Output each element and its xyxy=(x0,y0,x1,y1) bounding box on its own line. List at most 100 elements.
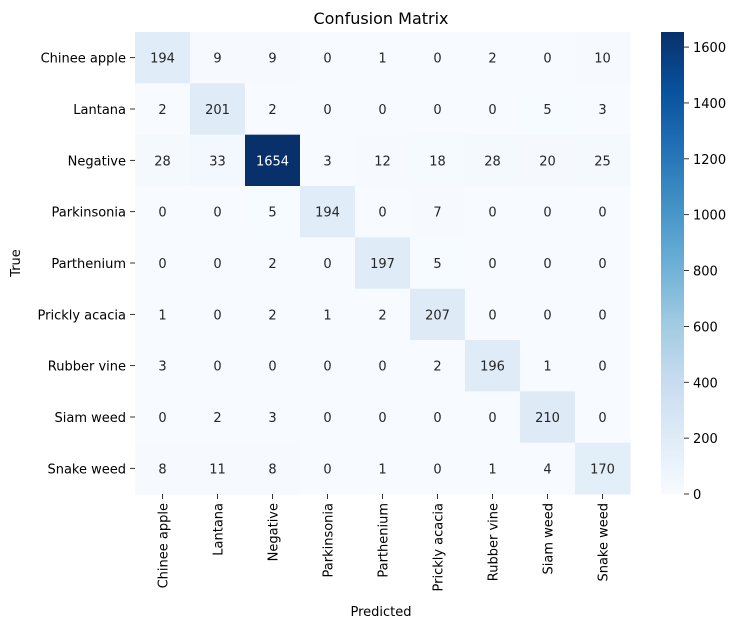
y-tick-label: Parthenium xyxy=(51,257,126,272)
cell-value-label: 0 xyxy=(323,360,331,375)
x-tick-label: Chinee apple xyxy=(157,503,172,588)
cell-value-label: 0 xyxy=(323,257,331,272)
cell-value-label: 0 xyxy=(378,103,386,118)
cell-value-label: 9 xyxy=(213,52,221,67)
cell-value-label: 3 xyxy=(268,411,276,426)
cell-value-label: 10 xyxy=(594,52,611,67)
cell-value-label: 25 xyxy=(594,154,611,169)
cell-value-label: 5 xyxy=(543,103,551,118)
cell-value-label: 2 xyxy=(433,360,441,375)
cell-value-label: 2 xyxy=(268,103,276,118)
heatmap-cell xyxy=(575,288,631,341)
heatmap-cell xyxy=(355,83,411,136)
cell-value-label: 20 xyxy=(539,154,556,169)
heatmap-cell xyxy=(300,237,356,290)
cell-value-label: 1 xyxy=(378,462,386,477)
heatmap-cell xyxy=(190,442,246,495)
cell-value-label: 0 xyxy=(488,411,496,426)
heatmap-cells: 194 9 9 0 1 0 2 0 102 201 2 0 0 0 0 5 328 33 1654 3 12 18 28 20… xyxy=(135,32,631,495)
heatmap-cell xyxy=(300,134,356,187)
cell-value-label: 0 xyxy=(598,360,606,375)
heatmap-cell xyxy=(520,288,576,341)
colorbar-tick-label: 200 xyxy=(693,432,718,447)
cell-value-label: 0 xyxy=(488,257,496,272)
heatmap-cell xyxy=(520,442,576,495)
cell-value-label: 1 xyxy=(158,308,166,323)
cell-value-label: 1 xyxy=(543,360,551,375)
heatmap-cell xyxy=(410,32,466,84)
heatmap-cell xyxy=(135,340,191,392)
heatmap-cell xyxy=(465,391,521,444)
cell-value-label: 3 xyxy=(598,103,606,118)
heatmap-cell xyxy=(300,83,356,136)
cell-value-label: 0 xyxy=(543,206,551,221)
colorbar-tick-label: 1600 xyxy=(693,41,726,56)
heatmap-cell xyxy=(300,391,356,444)
heatmap-cell xyxy=(355,391,411,444)
cell-value-label: 11 xyxy=(209,462,226,477)
heatmap-cell xyxy=(355,134,411,187)
cell-value-label: 2 xyxy=(378,308,386,323)
cell-value-label: 0 xyxy=(158,411,166,426)
heatmap-cell xyxy=(520,391,576,444)
heatmap-cell xyxy=(465,186,521,238)
cell-value-label: 0 xyxy=(378,360,386,375)
y-tick-label: Prickly acacia xyxy=(38,308,127,323)
heatmap-cell xyxy=(190,288,246,341)
x-tick-label: Siam weed xyxy=(542,503,557,575)
cell-value-label: 2 xyxy=(268,257,276,272)
cell-value-label: 0 xyxy=(213,360,221,375)
heatmap-cell xyxy=(190,237,246,290)
cell-value-label: 3 xyxy=(323,154,331,169)
cell-value-label: 0 xyxy=(433,52,441,67)
cell-value-label: 194 xyxy=(315,206,340,221)
y-axis-ticks: Chinee apple Lantana Negative Parkinsonia Pa… xyxy=(38,52,135,477)
cell-value-label: 12 xyxy=(374,154,391,169)
x-axis-label: Predicted xyxy=(350,605,411,620)
cell-value-label: 8 xyxy=(158,462,166,477)
colorbar-tick-label: 1000 xyxy=(693,209,726,224)
cell-value-label: 0 xyxy=(598,308,606,323)
cell-value-label: 210 xyxy=(535,411,560,426)
x-tick-label: Prickly acacia xyxy=(432,503,447,592)
cell-value-label: 201 xyxy=(205,103,230,118)
heatmap-cell xyxy=(245,186,301,238)
heatmap-cell xyxy=(520,83,576,136)
heatmap-cell xyxy=(300,32,356,84)
cell-value-label: 0 xyxy=(543,52,551,67)
cell-value-label: 1 xyxy=(378,52,386,67)
cell-value-label: 0 xyxy=(213,257,221,272)
cell-value-label: 2 xyxy=(268,308,276,323)
colorbar-tick-label: 1400 xyxy=(693,97,726,112)
cell-value-label: 197 xyxy=(370,257,395,272)
cell-value-label: 0 xyxy=(543,308,551,323)
heatmap-cell xyxy=(190,340,246,392)
heatmap-cell xyxy=(575,442,631,495)
cell-value-label: 0 xyxy=(598,206,606,221)
cell-value-label: 0 xyxy=(433,411,441,426)
heatmap-cell xyxy=(355,442,411,495)
heatmap-cell xyxy=(575,32,631,84)
cell-value-label: 0 xyxy=(323,103,331,118)
x-axis-ticks: Chinee apple Lantana Negative Parkinsonia Pa… xyxy=(157,494,612,592)
cell-value-label: 0 xyxy=(598,411,606,426)
cell-value-label: 7 xyxy=(433,206,441,221)
x-tick-label: Rubber vine xyxy=(487,503,502,581)
colorbar-tick-label: 1200 xyxy=(693,153,726,168)
heatmap-cell xyxy=(575,134,631,187)
heatmap-cell xyxy=(575,391,631,444)
cell-value-label: 9 xyxy=(268,52,276,67)
heatmap-cell xyxy=(135,134,191,187)
heatmap-cell xyxy=(355,237,411,290)
heatmap-cell xyxy=(135,83,191,136)
heatmap-cell xyxy=(190,83,246,136)
cell-value-label: 28 xyxy=(484,154,501,169)
heatmap-cell xyxy=(410,340,466,392)
heatmap-cell xyxy=(465,134,521,187)
heatmap-cell xyxy=(410,391,466,444)
heatmap-cell xyxy=(410,134,466,187)
colorbar-tick-label: 600 xyxy=(693,320,718,335)
cell-value-label: 4 xyxy=(543,462,551,477)
heatmap-cell xyxy=(300,442,356,495)
